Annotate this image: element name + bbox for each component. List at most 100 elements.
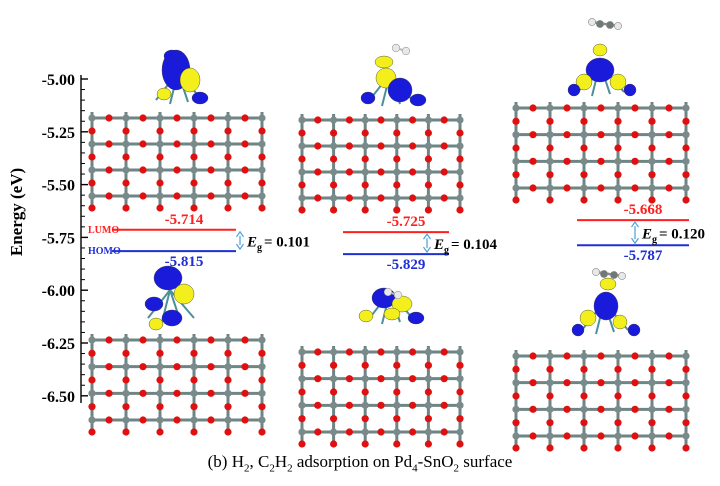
tin-atom xyxy=(190,389,198,397)
tin-atom xyxy=(122,114,130,122)
oxygen-atom xyxy=(173,166,181,174)
oxygen-atom xyxy=(546,117,554,125)
oxygen-atom xyxy=(665,352,673,360)
h2-molecule xyxy=(391,43,411,56)
oxygen-atom xyxy=(224,127,232,135)
tin-atom xyxy=(682,104,690,112)
tin-atom xyxy=(512,379,520,387)
orbital-lobe-negative xyxy=(387,77,413,103)
oxygen-atom xyxy=(314,142,322,150)
tin-atom xyxy=(361,194,369,202)
oxygen-atom xyxy=(440,428,448,436)
oxygen-atom xyxy=(156,153,164,161)
oxygen-atom xyxy=(207,363,215,371)
tin-atom xyxy=(298,348,306,356)
oxygen-atom xyxy=(361,155,369,163)
oxygen-atom xyxy=(648,392,656,400)
tin-atom xyxy=(156,166,164,174)
oxygen-atom xyxy=(665,104,673,112)
tin-atom xyxy=(361,168,369,176)
tin-atom xyxy=(580,157,588,165)
oxygen-atom xyxy=(241,166,249,174)
oxygen-atom xyxy=(529,405,537,413)
structures-layer xyxy=(88,18,690,452)
oxygen-atom xyxy=(173,363,181,371)
tin-atom xyxy=(512,405,520,413)
lumo-value: -5.668 xyxy=(624,202,663,218)
slab-homo-2 xyxy=(298,346,464,448)
hydrogen-atom xyxy=(393,290,403,300)
oxygen-atom xyxy=(529,184,537,192)
oxygen-atom xyxy=(298,361,306,369)
oxygen-atom xyxy=(298,388,306,396)
oxygen-atom xyxy=(631,184,639,192)
oxygen-atom xyxy=(88,153,96,161)
oxygen-atom xyxy=(190,428,198,436)
oxygen-atom xyxy=(345,401,353,409)
oxygen-atom xyxy=(409,116,417,124)
tick-label: -6.00 xyxy=(42,283,75,300)
oxygen-atom xyxy=(224,179,232,187)
orbital-lobe-negative xyxy=(627,323,641,337)
oxygen-atom xyxy=(393,361,401,369)
tin-atom xyxy=(393,401,401,409)
oxygen-atom xyxy=(440,194,448,202)
oxygen-atom xyxy=(314,401,322,409)
tin-atom xyxy=(330,375,338,383)
tin-atom xyxy=(122,336,130,344)
oxygen-atom xyxy=(665,184,673,192)
oxygen-atom xyxy=(546,444,554,452)
tin-atom xyxy=(190,363,198,371)
oxygen-atom xyxy=(377,194,385,202)
tin-atom xyxy=(122,140,130,148)
oxygen-atom xyxy=(631,352,639,360)
oxygen-atom xyxy=(631,131,639,139)
molecule-atom xyxy=(596,20,604,28)
tin-atom xyxy=(190,192,198,200)
gap-value: = 0.104 xyxy=(451,237,498,253)
oxygen-atom xyxy=(393,129,401,137)
tin-atom xyxy=(88,336,96,344)
oxygen-atom xyxy=(139,140,147,148)
tin-atom xyxy=(156,363,164,371)
oxygen-atom xyxy=(224,204,232,212)
oxygen-atom xyxy=(424,129,432,137)
oxygen-atom xyxy=(597,432,605,440)
oxygen-atom xyxy=(682,419,690,427)
oxygen-atom xyxy=(409,348,417,356)
hydrogen-atom xyxy=(383,287,393,297)
oxygen-atom xyxy=(314,116,322,124)
tin-atom xyxy=(88,114,96,122)
oxygen-atom xyxy=(173,389,181,397)
tin-atom xyxy=(546,157,554,165)
slab-lumo-1 xyxy=(88,112,266,212)
tin-atom xyxy=(393,348,401,356)
oxygen-atom xyxy=(529,131,537,139)
oxygen-atom xyxy=(190,127,198,135)
gap-symbol: E xyxy=(246,234,257,250)
tin-atom xyxy=(682,405,690,413)
oxygen-atom xyxy=(241,363,249,371)
oxygen-atom xyxy=(345,194,353,202)
oxygen-atom xyxy=(665,432,673,440)
tin-atom xyxy=(580,131,588,139)
oxygen-atom xyxy=(456,415,464,423)
tin-atom xyxy=(546,352,554,360)
molecule-atom xyxy=(610,271,618,279)
tin-atom xyxy=(512,432,520,440)
oxygen-atom xyxy=(330,155,338,163)
oxygen-atom xyxy=(631,104,639,112)
oxygen-atom xyxy=(614,444,622,452)
tin-atom xyxy=(361,142,369,150)
oxygen-atom xyxy=(105,363,113,371)
molecule-atom xyxy=(600,270,608,278)
tin-atom xyxy=(156,114,164,122)
oxygen-atom xyxy=(580,444,588,452)
slab-homo-1 xyxy=(88,334,266,436)
oxygen-atom xyxy=(156,127,164,135)
tin-atom xyxy=(190,114,198,122)
tin-atom xyxy=(258,336,266,344)
oxygen-atom xyxy=(682,392,690,400)
tin-atom xyxy=(682,131,690,139)
